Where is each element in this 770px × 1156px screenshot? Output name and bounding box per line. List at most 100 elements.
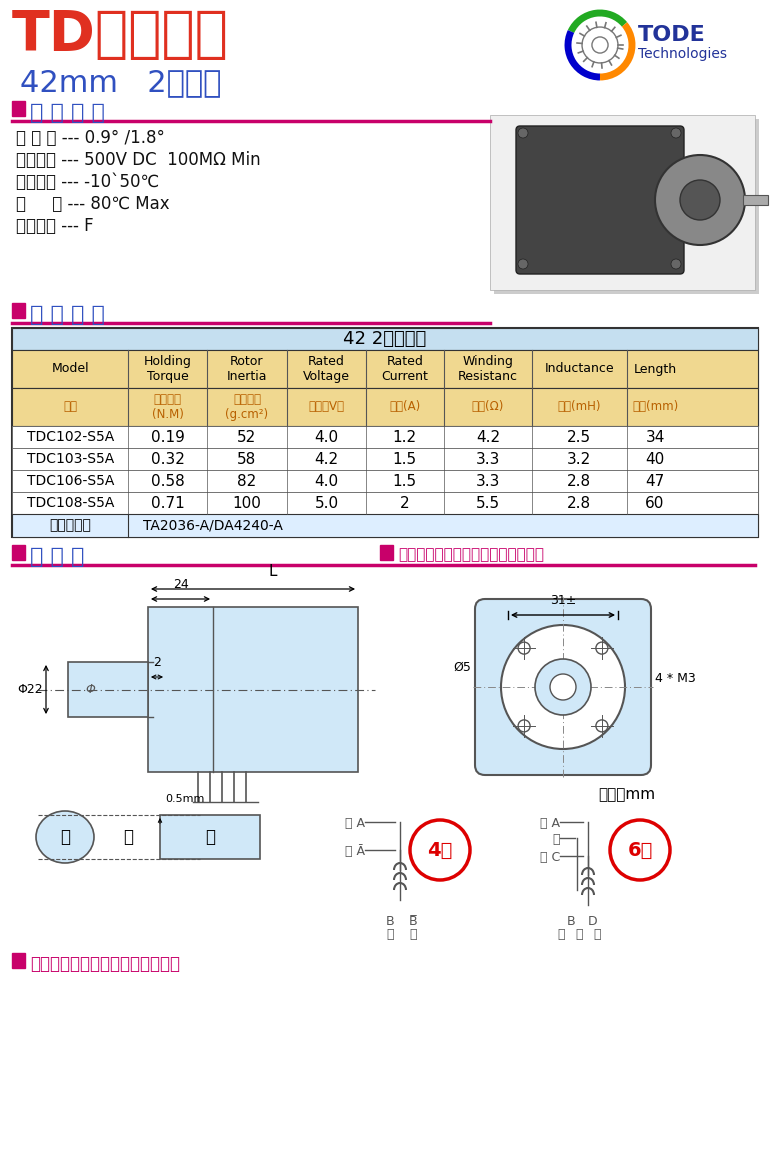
Text: B̅: B̅ — [409, 916, 417, 928]
Text: 白: 白 — [387, 928, 393, 941]
Text: 60: 60 — [645, 496, 665, 511]
Text: Winding
Resistanc: Winding Resistanc — [458, 355, 518, 383]
Bar — [490, 114, 755, 290]
Text: 42mm   2相電機: 42mm 2相電機 — [20, 68, 222, 97]
Circle shape — [671, 128, 681, 138]
Text: 3.3: 3.3 — [476, 452, 501, 467]
Text: 58: 58 — [237, 452, 256, 467]
Bar — [12, 328, 758, 538]
Text: 0.32: 0.32 — [151, 452, 185, 467]
Text: 3.2: 3.2 — [567, 452, 591, 467]
Text: 2.8: 2.8 — [567, 474, 591, 489]
Text: 34: 34 — [645, 430, 665, 445]
Text: Rated
Voltage: Rated Voltage — [303, 355, 350, 383]
Text: B: B — [386, 916, 394, 928]
Text: 具体手册资料可联系销售人员发送: 具体手册资料可联系销售人员发送 — [30, 955, 180, 973]
Text: TA2036-A/DA4240-A: TA2036-A/DA4240-A — [143, 519, 283, 533]
Text: 長度(mm): 長度(mm) — [632, 400, 678, 414]
Text: 0.5mm: 0.5mm — [165, 794, 204, 805]
Text: 電壓（V）: 電壓（V） — [309, 400, 344, 414]
Text: 溫     升 --- 80℃ Max: 溫 升 --- 80℃ Max — [16, 195, 169, 213]
Text: Φ: Φ — [85, 683, 95, 696]
Circle shape — [680, 180, 720, 220]
Text: 5.5: 5.5 — [476, 496, 500, 511]
Text: D: D — [588, 916, 598, 928]
Text: 4線: 4線 — [427, 840, 453, 860]
Text: 藍 Ā: 藍 Ā — [345, 845, 365, 858]
Text: 2: 2 — [400, 496, 410, 511]
Text: 轉子慣量
(g.cm²): 轉子慣量 (g.cm²) — [226, 393, 269, 421]
Bar — [12, 449, 758, 470]
Text: TD系列步進: TD系列步進 — [12, 8, 229, 62]
Bar — [12, 953, 25, 968]
Text: 31±: 31± — [550, 594, 576, 607]
Circle shape — [550, 674, 576, 701]
Text: 電 機 特 性: 電 機 特 性 — [30, 103, 105, 123]
FancyBboxPatch shape — [475, 599, 651, 775]
Text: TDC103-S5A: TDC103-S5A — [26, 452, 114, 466]
Text: Model: Model — [52, 363, 89, 376]
Text: Length: Length — [634, 363, 677, 376]
Text: 82: 82 — [237, 474, 256, 489]
Text: 綠: 綠 — [409, 928, 417, 941]
Circle shape — [518, 259, 528, 269]
Bar — [68, 662, 148, 717]
Text: 1.2: 1.2 — [393, 430, 417, 445]
Text: 保持力矩
(N.M): 保持力矩 (N.M) — [152, 393, 183, 421]
Text: 絕緣電阻 --- 500V DC  100MΩ Min: 絕緣電阻 --- 500V DC 100MΩ Min — [16, 151, 260, 169]
Text: 適配驅動器: 適配驅動器 — [49, 519, 91, 533]
Bar — [12, 350, 758, 388]
Text: 黑 A: 黑 A — [345, 817, 365, 830]
Bar — [12, 101, 25, 116]
Circle shape — [655, 155, 745, 245]
Circle shape — [592, 37, 608, 53]
Bar — [12, 328, 758, 350]
Text: 0.71: 0.71 — [151, 496, 185, 511]
Bar — [160, 815, 260, 859]
Bar — [12, 427, 758, 449]
Text: 絕緣等級 --- F: 絕緣等級 --- F — [16, 217, 94, 235]
Text: 1.5: 1.5 — [393, 452, 417, 467]
Text: 0.58: 0.58 — [151, 474, 185, 489]
Text: 型號: 型號 — [63, 400, 77, 414]
Bar — [12, 514, 758, 538]
Text: 4 * M3: 4 * M3 — [655, 673, 696, 686]
Text: 白: 白 — [553, 833, 560, 846]
Text: 47: 47 — [645, 474, 665, 489]
Circle shape — [610, 820, 670, 880]
Text: 軸: 軸 — [60, 828, 70, 846]
Circle shape — [671, 259, 681, 269]
Text: 2.8: 2.8 — [567, 496, 591, 511]
Bar — [494, 119, 759, 294]
Circle shape — [501, 625, 625, 749]
Text: L: L — [269, 564, 277, 579]
Text: 步 距 角 --- 0.9° /1.8°: 步 距 角 --- 0.9° /1.8° — [16, 129, 165, 147]
Text: 如需特殊規格請與拓達及經銷商聯絡: 如需特殊規格請與拓達及經銷商聯絡 — [398, 547, 544, 562]
Text: 規 格 參 數: 規 格 參 數 — [30, 305, 105, 325]
Text: 環境溫度 --- -10`50℃: 環境溫度 --- -10`50℃ — [16, 173, 159, 191]
Text: 52: 52 — [237, 430, 256, 445]
Bar — [148, 607, 358, 772]
Text: Rotor
Inertia: Rotor Inertia — [226, 355, 267, 383]
Text: 黑: 黑 — [557, 928, 564, 941]
FancyBboxPatch shape — [516, 126, 684, 274]
Bar — [12, 388, 758, 427]
Text: Ø5: Ø5 — [453, 660, 471, 674]
Circle shape — [596, 642, 608, 654]
Text: 藍 C: 藍 C — [540, 851, 560, 864]
Text: 6線: 6線 — [628, 840, 653, 860]
Text: 2.5: 2.5 — [567, 430, 591, 445]
Bar — [12, 303, 25, 318]
Text: TDC106-S5A: TDC106-S5A — [26, 474, 114, 488]
Text: 4.0: 4.0 — [314, 474, 339, 489]
Text: 電阻(Ω): 電阻(Ω) — [472, 400, 504, 414]
Text: Holding
Torque: Holding Torque — [143, 355, 192, 383]
Text: 4.2: 4.2 — [314, 452, 339, 467]
Text: 2: 2 — [153, 655, 161, 669]
Text: 單位：mm: 單位：mm — [598, 787, 655, 802]
Bar — [12, 544, 25, 560]
Text: Rated
Current: Rated Current — [381, 355, 428, 383]
Text: 0.19: 0.19 — [151, 430, 185, 445]
Text: 40: 40 — [645, 452, 665, 467]
Circle shape — [596, 720, 608, 732]
